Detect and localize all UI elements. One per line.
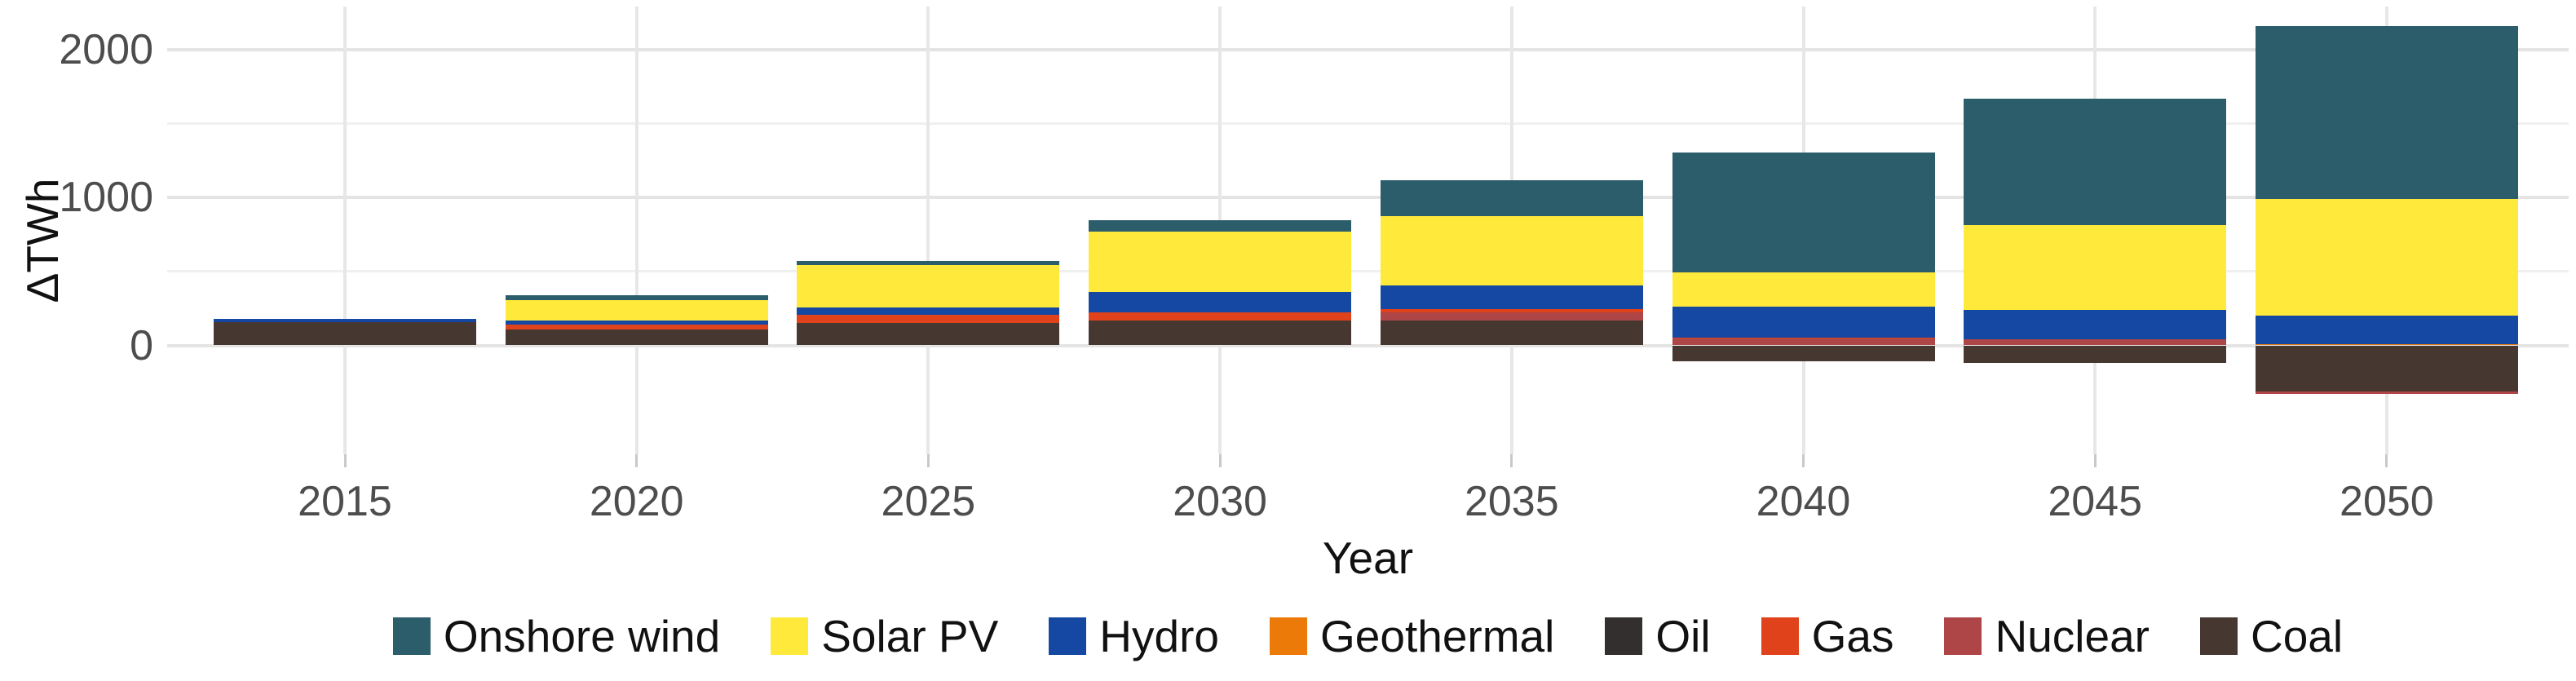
legend-item: Gas <box>1761 611 1894 661</box>
legend-label: Coal <box>2251 611 2344 661</box>
bar-segment <box>505 329 768 346</box>
bar-segment <box>1964 309 2227 340</box>
bar-segment <box>505 294 768 300</box>
bar-segment <box>797 307 1060 316</box>
nuclear-swatch-icon <box>1944 617 1982 655</box>
x-gridline-major <box>343 7 347 454</box>
bar-segment <box>1089 231 1352 293</box>
bar-segment <box>1964 225 2227 310</box>
legend-label: Onshore wind <box>443 611 721 661</box>
bar-segment <box>2255 26 2518 199</box>
y-gridline-minor <box>167 270 2569 273</box>
bar-segment <box>2255 316 2518 344</box>
legend-label: Oil <box>1655 611 1711 661</box>
x-tick-label: 2040 <box>1756 478 1851 525</box>
legend-item: Coal <box>2200 612 2343 661</box>
bar-segment <box>1672 272 1935 307</box>
x-tick-label: 2025 <box>881 478 976 525</box>
x-axis-tick <box>2385 454 2388 467</box>
legend-label: Hydro <box>1099 611 1219 661</box>
bar-segment <box>797 315 1060 324</box>
x-axis-tick <box>1218 454 1222 467</box>
bar-segment <box>1964 99 2227 226</box>
x-tick-label: 2050 <box>2340 478 2434 525</box>
x-axis-tick <box>2093 454 2097 467</box>
hydro-swatch-icon <box>1049 617 1087 655</box>
bar-segment <box>2255 343 2518 346</box>
bar-segment <box>1380 216 1643 285</box>
bar-segment <box>1089 219 1352 232</box>
bar-segment <box>797 323 1060 346</box>
y-gridline-major <box>167 343 2569 347</box>
oil-swatch-icon <box>1605 617 1643 655</box>
bar-segment <box>1089 292 1352 312</box>
y-gridline-minor <box>167 122 2569 125</box>
x-tick-label: 2030 <box>1173 478 1267 525</box>
x-gridline-major <box>634 7 638 454</box>
legend-item: Oil <box>1605 611 1711 661</box>
y-tick-label: 0 <box>130 321 153 369</box>
bar-segment <box>1964 339 2227 346</box>
legend-label: Geothermal <box>1320 611 1555 661</box>
bar-segment <box>214 322 476 346</box>
legend-label: Nuclear <box>1995 611 2150 661</box>
y-tick-label: 2000 <box>59 25 153 73</box>
x-gridline-major <box>926 7 930 454</box>
y-gridline-major <box>167 196 2569 199</box>
y-tick-label: 1000 <box>59 174 153 221</box>
bar-segment <box>1672 345 1935 361</box>
x-tick-label: 2015 <box>298 478 392 525</box>
bar-segment <box>1380 320 1643 346</box>
y-gridline-major <box>167 47 2569 51</box>
bar-segment <box>505 299 768 321</box>
legend-item: Nuclear <box>1944 612 2150 661</box>
coal-swatch-icon <box>2200 617 2238 655</box>
legend: Onshore wind Solar PV Hydro Geothermal Oil Ga… <box>167 604 2569 669</box>
x-axis-title: Year <box>1322 533 1414 583</box>
bar-segment <box>797 265 1060 308</box>
solar-pv-swatch-icon <box>771 617 809 655</box>
bar-segment <box>1380 179 1643 217</box>
gas-swatch-icon <box>1761 617 1799 655</box>
legend-label: Solar PV <box>821 611 999 661</box>
bar-segment <box>1089 320 1352 346</box>
x-tick-label: 2045 <box>2048 478 2143 525</box>
bar-segment <box>214 319 476 323</box>
x-axis-tick <box>635 454 638 467</box>
bar-segment <box>2255 345 2518 391</box>
bar-segment <box>1380 312 1643 321</box>
bar-segment <box>797 261 1060 266</box>
legend-item: Onshore wind <box>392 611 721 661</box>
bar-segment <box>1380 285 1643 309</box>
bar-segment <box>1380 308 1643 312</box>
x-tick-label: 2020 <box>589 478 684 525</box>
legend-item: Geothermal <box>1270 612 1554 661</box>
legend-item: Hydro <box>1049 612 1219 661</box>
bar-segment <box>1089 312 1352 321</box>
bar-segment <box>2255 198 2518 316</box>
x-tick-label: 2035 <box>1464 478 1559 525</box>
bar-segment <box>1672 337 1935 339</box>
bar-segment <box>1672 152 1935 272</box>
bar-segment <box>2255 391 2518 394</box>
geothermal-swatch-icon <box>1270 617 1307 655</box>
legend-label: Gas <box>1811 611 1894 661</box>
x-axis-tick <box>1802 454 1805 467</box>
x-axis-tick <box>1510 454 1513 467</box>
bar-segment <box>1672 338 1935 346</box>
bar-segment <box>505 321 768 325</box>
onshore-wind-swatch-icon <box>392 617 431 655</box>
bar-segment <box>1964 345 2227 364</box>
bar-segment <box>1672 307 1935 338</box>
x-axis-tick <box>343 454 347 467</box>
x-axis-tick <box>926 454 930 467</box>
legend-item: Solar PV <box>771 612 998 661</box>
bar-segment <box>505 325 768 329</box>
